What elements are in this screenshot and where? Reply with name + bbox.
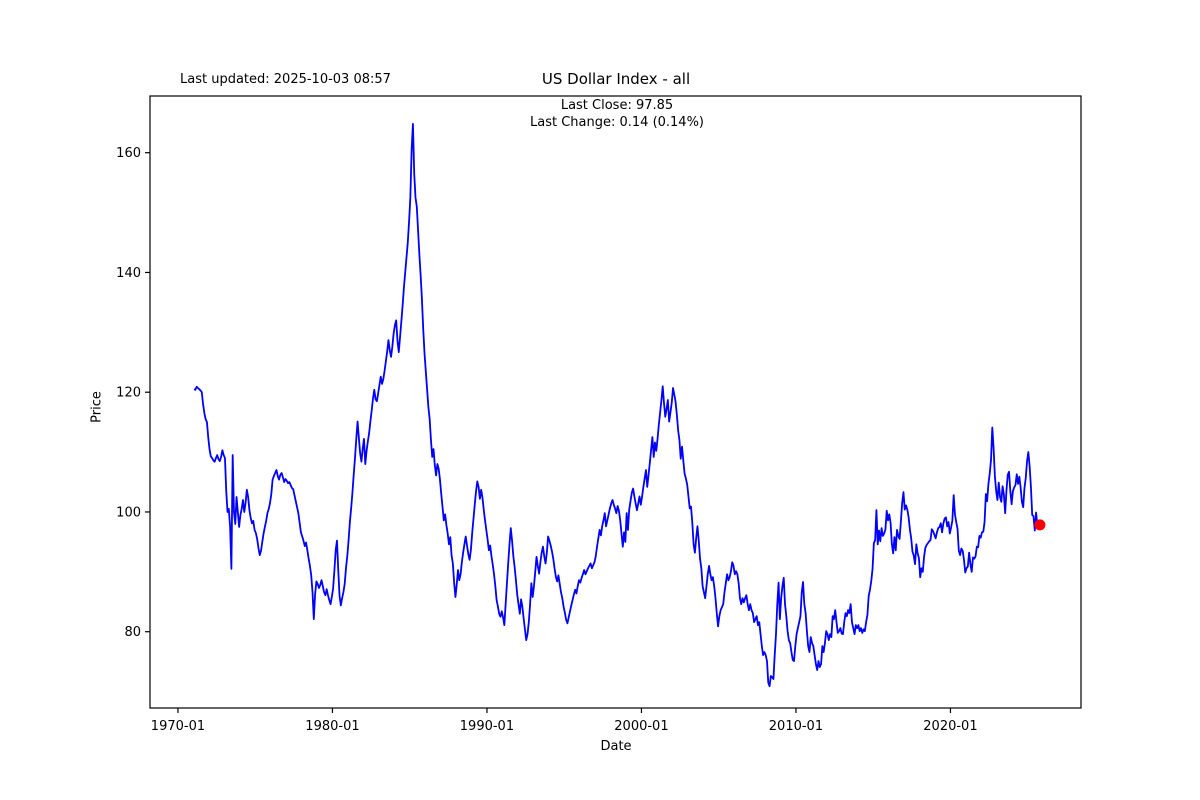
x-axis-label: Date bbox=[600, 739, 632, 754]
last-price-annotation: Last Close: 97.85 Last Change: 0.14 (0.14… bbox=[530, 97, 704, 131]
x-tick-label: 1990-01 bbox=[460, 719, 514, 734]
y-axis-label: Price bbox=[89, 391, 105, 423]
y-tick-label: 80 bbox=[124, 625, 141, 640]
last-price-marker bbox=[1034, 519, 1046, 531]
last-change-annotation: Last Change: 0.14 (0.14%) bbox=[529, 115, 705, 130]
x-tick-label: 2010-01 bbox=[769, 719, 823, 734]
axes-spines bbox=[149, 95, 1082, 709]
y-tick-label: 100 bbox=[116, 505, 141, 520]
last-updated-text: Last updated: 2025-10-03 08:57 bbox=[180, 72, 391, 87]
x-tick-label: 1970-01 bbox=[151, 719, 205, 734]
x-tick-label: 1980-01 bbox=[305, 719, 359, 734]
x-tick-label: 2000-01 bbox=[614, 719, 668, 734]
y-tick-label: 120 bbox=[116, 386, 141, 401]
chart-title: US Dollar Index - all bbox=[541, 70, 691, 88]
y-tick-label: 160 bbox=[116, 146, 141, 161]
y-tick-label: 140 bbox=[116, 266, 141, 281]
x-tick-label: 2020-01 bbox=[923, 719, 977, 734]
price-line bbox=[193, 123, 1041, 688]
last-close-annotation: Last Close: 97.85 bbox=[560, 98, 674, 113]
